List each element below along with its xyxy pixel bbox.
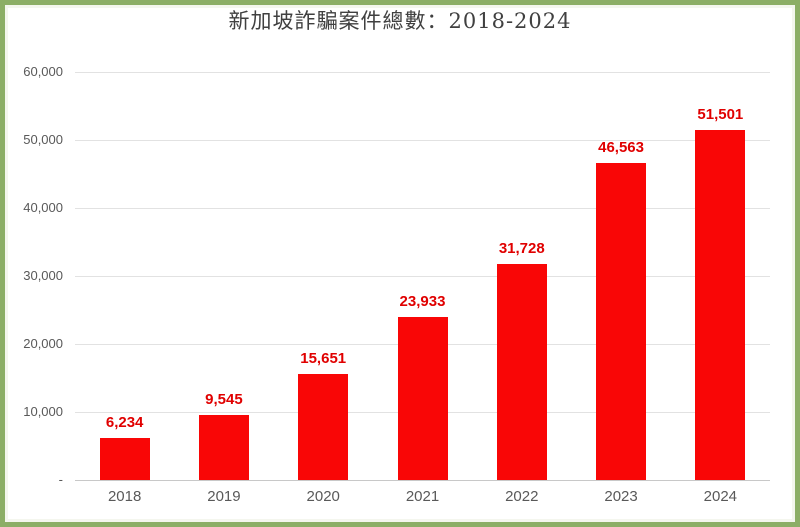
x-axis-label: 2020 xyxy=(306,488,340,505)
bar xyxy=(198,415,249,480)
y-axis-label: - xyxy=(58,472,63,487)
y-axis-label: 30,000 xyxy=(23,268,63,283)
chart-title: 新加坡詐騙案件總數：2018-2024 xyxy=(228,9,572,33)
y-axis-label: 40,000 xyxy=(23,200,63,215)
x-axis-label: 2018 xyxy=(107,488,142,505)
gridline xyxy=(75,72,770,73)
bar-value-label: 46,563 xyxy=(598,139,644,157)
bar xyxy=(397,317,448,480)
y-axis-label: 10,000 xyxy=(23,404,63,419)
gridline xyxy=(75,208,770,209)
bar-value-label: 51,501 xyxy=(697,105,744,123)
bar xyxy=(695,129,746,480)
bar xyxy=(496,264,547,480)
bar xyxy=(298,373,349,480)
bar-value-label: 31,728 xyxy=(498,240,545,258)
x-axis-label: 2019 xyxy=(207,488,241,505)
x-axis-label: 2021 xyxy=(405,488,440,505)
x-axis-line xyxy=(75,480,770,481)
y-axis-label: 50,000 xyxy=(23,132,63,147)
bar xyxy=(99,437,150,480)
x-axis-label: 2024 xyxy=(703,488,738,505)
bar-value-label: 9,545 xyxy=(205,391,243,409)
bar-value-label: 15,651 xyxy=(300,349,347,367)
bar-value-label: 23,933 xyxy=(399,293,446,311)
gridline xyxy=(75,140,770,141)
y-axis-label: 20,000 xyxy=(23,336,63,351)
x-axis-label: 2023 xyxy=(604,488,638,505)
gridline xyxy=(75,276,770,277)
y-axis-label: 60,000 xyxy=(23,64,63,79)
x-axis-label: 2022 xyxy=(505,488,539,505)
bar xyxy=(596,163,647,480)
bar-value-label: 6,234 xyxy=(105,413,144,431)
